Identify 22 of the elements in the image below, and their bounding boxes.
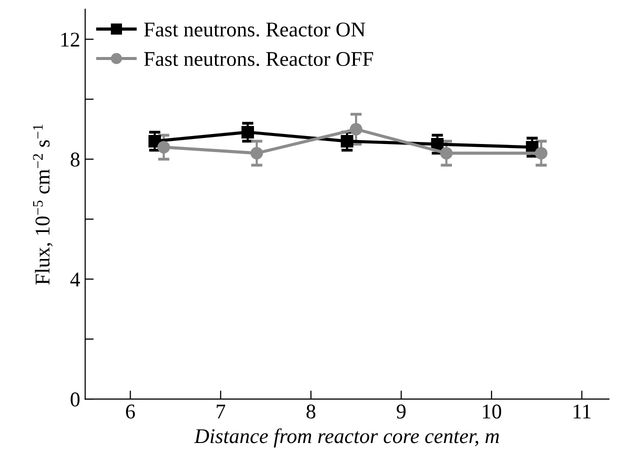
x-tick-label: 6	[126, 404, 135, 419]
point	[148, 134, 161, 148]
x-tick-label: 9	[396, 404, 406, 419]
x-tick-label: 11	[574, 404, 591, 418]
x-tick-label: 7	[216, 404, 226, 418]
x-axis-title: Distance from reactor core center, m	[194, 428, 499, 448]
point	[241, 126, 254, 138]
y-tick-label: 4	[70, 272, 80, 286]
point	[340, 134, 354, 148]
point	[157, 140, 170, 154]
x-tick-label: 8	[306, 404, 316, 419]
point	[250, 146, 263, 160]
point	[440, 146, 453, 160]
y-tick-label: 12	[61, 32, 80, 46]
y-tick-label: 8	[70, 152, 80, 167]
x-tick-label: 10	[482, 404, 502, 419]
legend-label: Fast neutrons. Reactor OFF	[144, 52, 374, 66]
point	[350, 122, 362, 136]
legend-label: Fast neutrons. Reactor ON	[144, 22, 366, 37]
y-tick-label: 0	[70, 392, 80, 406]
point	[534, 146, 548, 160]
y-axis-title: Flux, 10$^{−5}$ cm$^{−2}$ s$^{−1}$	[33, 124, 53, 285]
